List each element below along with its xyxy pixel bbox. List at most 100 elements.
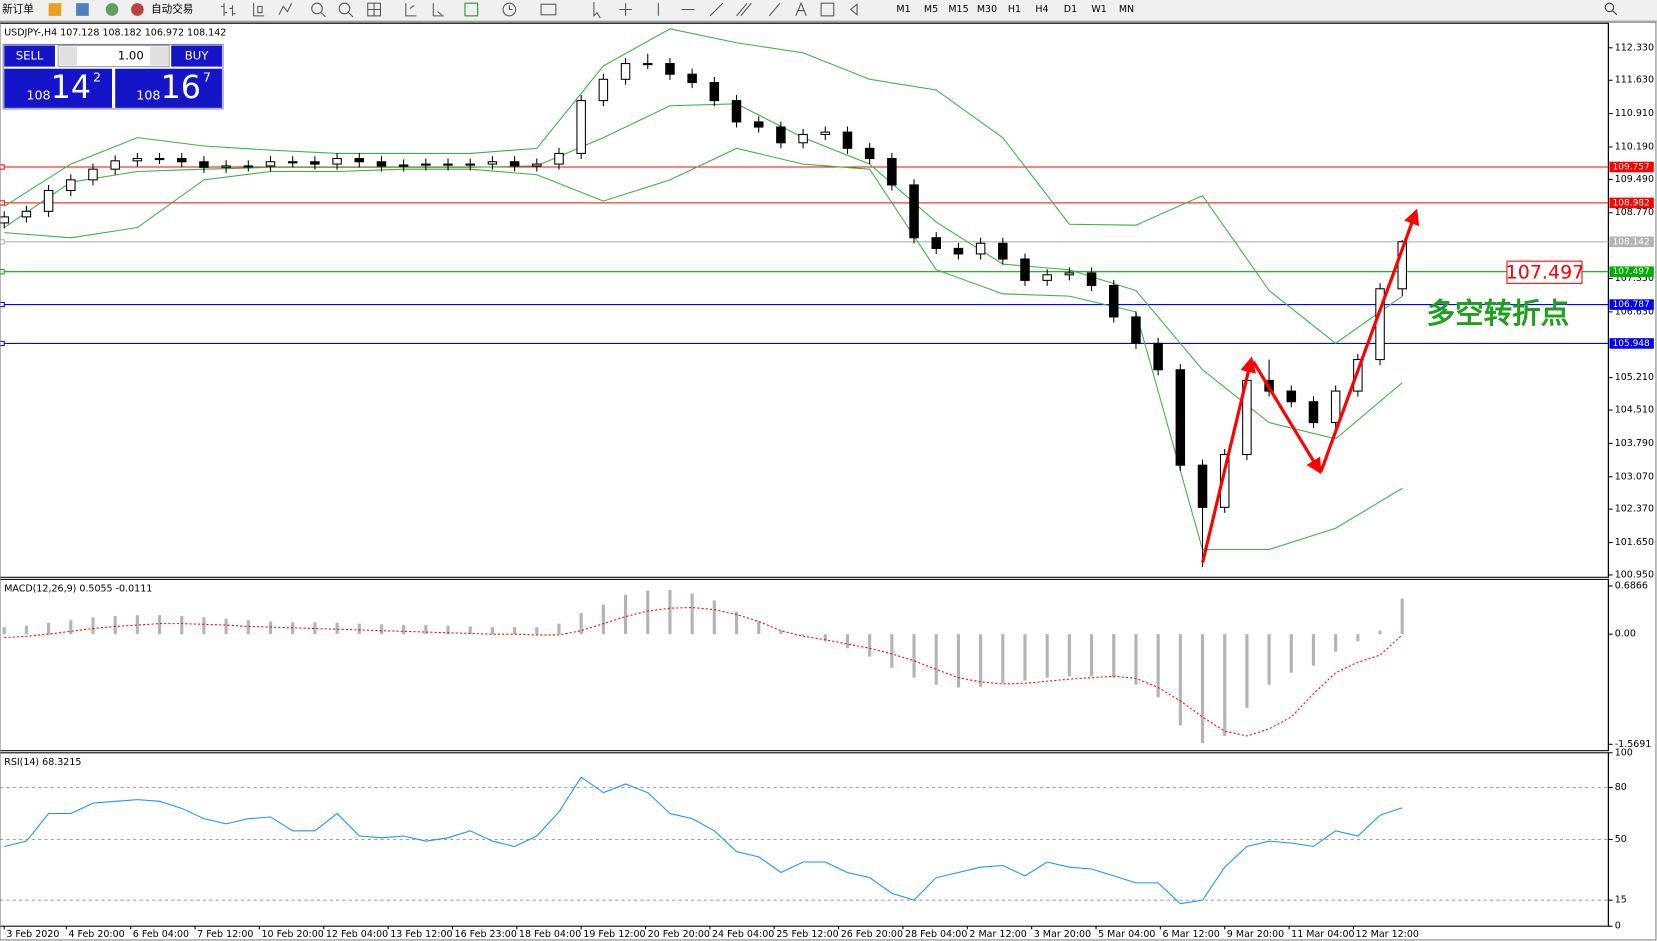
x-tick-label: 3 Feb 2020 [6, 929, 59, 940]
candle-body [1330, 390, 1341, 424]
indicator-line [4, 776, 1403, 905]
price-annotation: 107.497 [1506, 261, 1585, 283]
y-tick-label: 104.510 [1615, 405, 1654, 416]
level-label-bg [1609, 338, 1654, 349]
search-icon[interactable] [1604, 2, 1615, 13]
candle-body [709, 82, 720, 102]
arrow [1201, 356, 1256, 563]
timeframe-button[interactable]: M5 [924, 4, 938, 15]
candle-body [243, 165, 254, 168]
timeframe-button[interactable]: H4 [1035, 4, 1048, 15]
lot-input[interactable] [57, 44, 170, 68]
x-tick-label: 12 Feb 04:00 [326, 929, 388, 940]
candle-body [1175, 369, 1186, 466]
candle-body [88, 168, 98, 181]
timeframe-button[interactable]: H1 [1008, 4, 1021, 15]
x-tick-label: 4 Feb 20:00 [68, 929, 124, 940]
icon[interactable] [48, 3, 62, 16]
auto-trading-icon[interactable] [131, 3, 144, 16]
signal-line [4, 606, 1403, 737]
chart-panel [0, 22, 1609, 578]
candle-body [21, 210, 32, 218]
timeframe-button[interactable]: M1 [896, 4, 910, 15]
timeframe-button[interactable]: M30 [977, 4, 997, 15]
candle-body [931, 237, 941, 249]
candle-body [110, 160, 120, 170]
candle-body [998, 242, 1008, 260]
icon[interactable] [105, 3, 119, 16]
level-label: 105.948 [1613, 339, 1650, 349]
candle-body [554, 152, 564, 165]
candle-body [176, 157, 187, 163]
y-tick-label: 15 [1615, 895, 1627, 906]
candle-body [332, 157, 342, 165]
candle-body [1020, 258, 1030, 281]
x-tick-label: 11 Mar 04:00 [1291, 929, 1354, 940]
bid-fraction: 2 [93, 70, 101, 85]
x-tick-label: 18 Feb 04:00 [519, 929, 581, 940]
timeframe-button[interactable]: W1 [1091, 4, 1106, 15]
ask-box[interactable] [115, 68, 222, 108]
candle-body [0, 216, 9, 224]
sell-button[interactable] [4, 45, 55, 67]
candle-body [443, 163, 453, 166]
x-tick-label: 2 Mar 12:00 [969, 929, 1026, 940]
level-label: 108.982 [1613, 198, 1650, 208]
x-tick-label: 5 Mar 04:00 [1098, 929, 1155, 940]
candle-body [287, 161, 298, 164]
candle-body [687, 73, 697, 84]
candle-body [310, 161, 320, 165]
candle-body [1042, 274, 1052, 281]
toolbar-icons[interactable] [220, 1, 858, 19]
candle-body [753, 121, 764, 128]
y-tick-label: 106.630 [1615, 306, 1654, 317]
one-click-trading-panel: SELL 1.00 BUY 108 14 2 108 16 7 [2, 43, 224, 110]
level-marker [0, 164, 5, 170]
price-annotation-box [1506, 260, 1583, 284]
level-marker [0, 301, 5, 308]
y-tick-label: 102.370 [1615, 504, 1654, 515]
search-icon[interactable] [1612, 10, 1618, 16]
icon[interactable] [76, 3, 89, 16]
y-tick-label: -1.5691 [1615, 739, 1652, 750]
level-label: 106.787 [1613, 300, 1650, 310]
bid-pips: 14 [51, 70, 91, 106]
x-tick-label: 6 Feb 04:00 [133, 929, 189, 940]
candle-body [465, 163, 475, 166]
candle-body [43, 189, 54, 212]
bid-box[interactable] [4, 68, 113, 108]
y-tick-label: 100 [1615, 747, 1633, 758]
candle-body [842, 131, 853, 149]
timeframe-bar: M1 M5 M15 M30 H1 H4 D1 W1 MN [896, 4, 1134, 15]
candle-body [620, 63, 631, 80]
candle-body [132, 157, 143, 162]
candle-body [576, 100, 586, 154]
y-tick-label: 109.490 [1615, 174, 1654, 185]
buy-button[interactable] [171, 45, 222, 67]
chart-area: USDJPY-,H4 107.128 108.182 106.972 108.1… [0, 21, 1657, 941]
x-tick-label: 6 Mar 12:00 [1162, 929, 1219, 940]
candle-body [66, 179, 76, 192]
new-order-button[interactable]: 新订单 [2, 3, 34, 16]
sell-label[interactable]: SELL [16, 49, 44, 63]
lot-decrease[interactable] [59, 46, 78, 66]
buy-label[interactable]: BUY [185, 49, 209, 63]
indicator-line [3, 28, 1403, 344]
candle-body [953, 247, 964, 255]
indicator-line [3, 103, 1403, 440]
timeframe-button[interactable]: D1 [1064, 4, 1077, 15]
timeframe-button[interactable]: MN [1119, 4, 1134, 15]
level-label-bg [1609, 161, 1654, 173]
candle-body [421, 163, 431, 166]
level-label-bg [1609, 197, 1654, 209]
candle-body [1153, 342, 1163, 371]
x-tick-label: 19 Feb 12:00 [583, 929, 645, 940]
candle-body [731, 100, 742, 123]
x-tick-label: 25 Feb 12:00 [776, 929, 838, 940]
lot-value[interactable]: 1.00 [118, 49, 144, 63]
timeframe-button[interactable]: M15 [948, 4, 968, 15]
auto-trading-button[interactable]: 自动交易 [151, 3, 193, 16]
lot-increase[interactable] [150, 46, 169, 66]
ask-pips: 16 [161, 70, 201, 106]
